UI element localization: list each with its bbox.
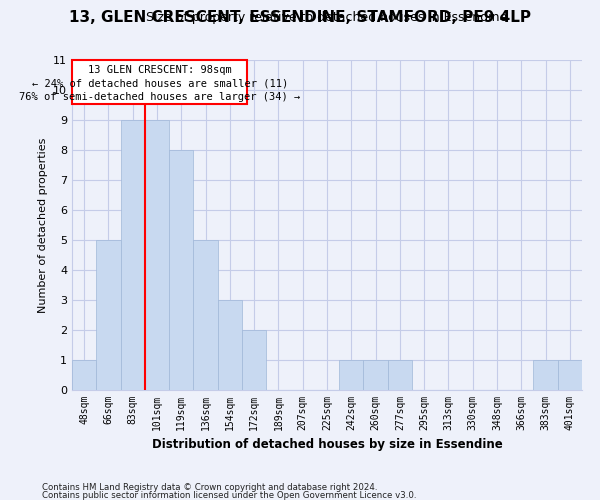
Text: Contains public sector information licensed under the Open Government Licence v3: Contains public sector information licen… [42, 490, 416, 500]
Bar [364, 360, 388, 390]
Bar [218, 300, 242, 390]
Bar [242, 330, 266, 390]
Bar [339, 360, 364, 390]
Bar [121, 120, 145, 390]
Bar [145, 120, 169, 390]
Bar [558, 360, 582, 390]
Text: 13, GLEN CRESCENT, ESSENDINE, STAMFORD, PE9 4LP: 13, GLEN CRESCENT, ESSENDINE, STAMFORD, … [69, 10, 531, 25]
Bar [388, 360, 412, 390]
X-axis label: Distribution of detached houses by size in Essendine: Distribution of detached houses by size … [152, 438, 502, 452]
Text: 13 GLEN CRESCENT: 98sqm: 13 GLEN CRESCENT: 98sqm [88, 66, 232, 76]
Bar [169, 150, 193, 390]
Text: ← 24% of detached houses are smaller (11): ← 24% of detached houses are smaller (11… [32, 78, 288, 88]
Y-axis label: Number of detached properties: Number of detached properties [38, 138, 47, 312]
Text: Contains HM Land Registry data © Crown copyright and database right 2024.: Contains HM Land Registry data © Crown c… [42, 484, 377, 492]
Bar [73, 60, 247, 104]
Bar [193, 240, 218, 390]
Bar [72, 360, 96, 390]
Title: Size of property relative to detached houses in Essendine: Size of property relative to detached ho… [146, 11, 508, 24]
Bar [96, 240, 121, 390]
Bar [533, 360, 558, 390]
Text: 76% of semi-detached houses are larger (34) →: 76% of semi-detached houses are larger (… [19, 92, 301, 102]
